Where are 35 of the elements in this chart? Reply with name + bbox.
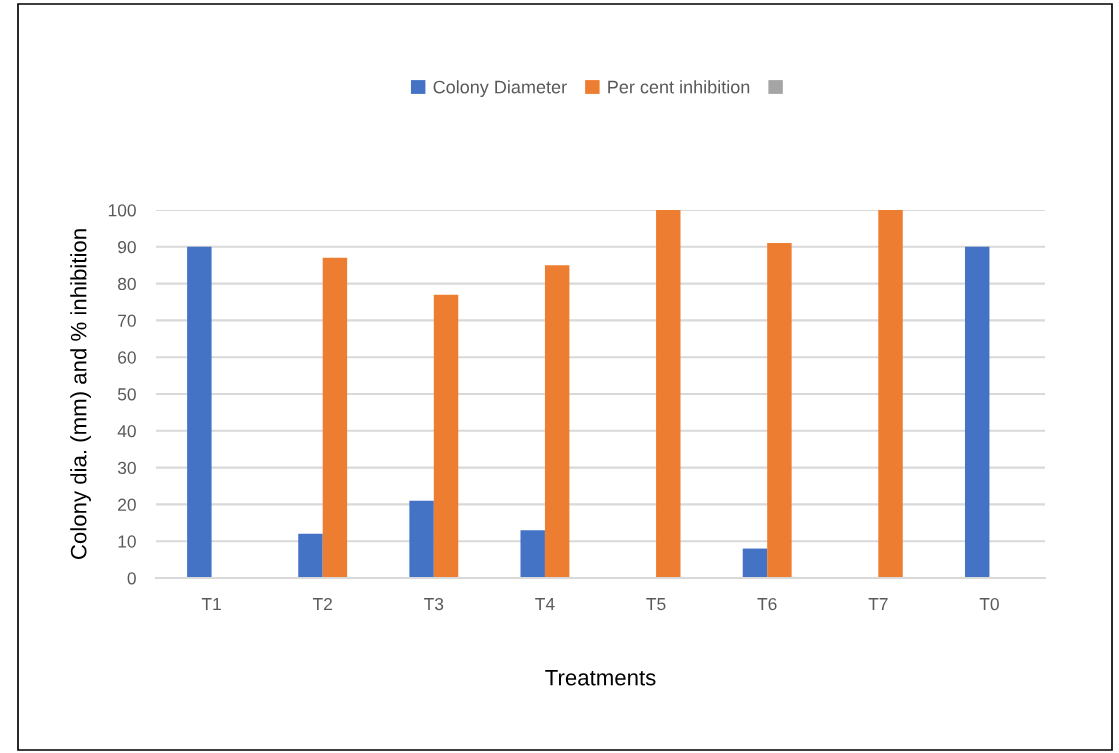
x-tick-label: T4 <box>535 598 555 611</box>
y-tick-label: 60 <box>118 351 136 364</box>
bar <box>409 500 434 578</box>
y-axis-title: Colony dia. (mm) and % inhibition <box>70 229 91 559</box>
x-axis-title: Treatments <box>545 670 656 686</box>
x-tick-label: T2 <box>312 597 332 611</box>
y-tick-label: 90 <box>118 240 136 254</box>
bar <box>656 210 681 578</box>
y-tick-label: 100 <box>108 204 136 217</box>
y-tick-label: 80 <box>118 277 136 291</box>
bar <box>298 533 323 578</box>
y-tick-label: 70 <box>118 314 136 327</box>
x-tick-label: T0 <box>979 597 999 611</box>
bar <box>544 265 570 578</box>
legend-label: Colony Diameter <box>433 80 567 98</box>
bar <box>767 243 792 578</box>
bar <box>742 548 768 578</box>
y-tick-label: 0 <box>127 572 136 585</box>
y-tick-label: 20 <box>118 498 136 511</box>
x-tick-label: T5 <box>646 598 666 611</box>
bar <box>322 257 348 578</box>
x-tick-label: T6 <box>757 597 777 611</box>
x-tick-label: T7 <box>868 598 888 611</box>
x-tick-label: T3 <box>424 597 444 611</box>
y-tick-label: 40 <box>117 424 136 438</box>
bar <box>964 246 990 578</box>
y-tick-label: 30 <box>117 461 136 475</box>
y-tick-label: 50 <box>117 388 136 401</box>
bar <box>878 210 903 578</box>
bar <box>433 294 459 578</box>
legend-label: Per cent inhibition <box>608 80 750 94</box>
bar <box>520 530 545 578</box>
x-tick-label: T1 <box>201 598 221 611</box>
bar <box>187 246 212 578</box>
y-tick-label: 10 <box>118 535 136 548</box>
